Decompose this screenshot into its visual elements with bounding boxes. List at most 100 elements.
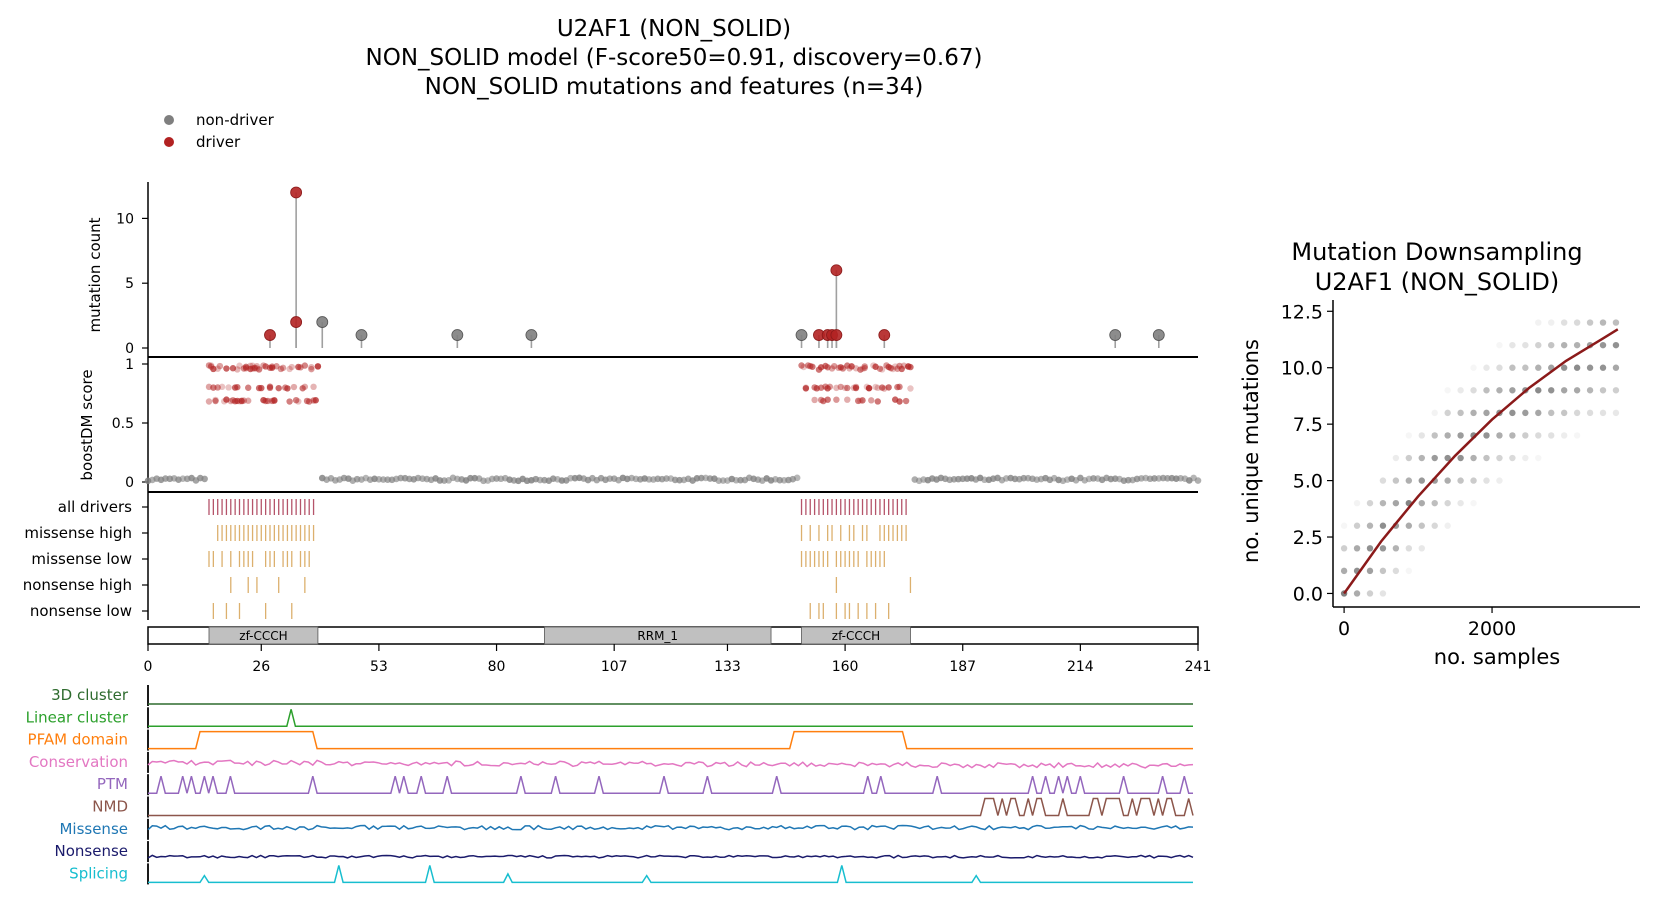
downsampling-point bbox=[1353, 522, 1361, 529]
downsampling-point bbox=[1509, 387, 1516, 394]
boostdm-point-driver bbox=[837, 383, 844, 391]
boostdm-point-driver bbox=[268, 364, 276, 371]
boostdm-point-driver bbox=[273, 363, 280, 370]
boostdm-point-driver bbox=[286, 398, 293, 405]
downsampling-point bbox=[1353, 545, 1361, 552]
lollipop-y-tick-label: 10 bbox=[116, 211, 134, 227]
downsampling-point bbox=[1457, 454, 1464, 462]
downsampling-point bbox=[1444, 432, 1451, 439]
downsampling-point bbox=[1418, 432, 1425, 439]
boostdm-point-driver bbox=[234, 383, 241, 391]
downsampling-point bbox=[1431, 409, 1438, 417]
boostdm-point-driver bbox=[301, 383, 309, 390]
boostdm-point-driver bbox=[844, 384, 851, 392]
downsampling-point bbox=[1560, 409, 1568, 417]
boostdm-point-driver bbox=[861, 363, 868, 370]
boostdm-point-driver bbox=[218, 383, 226, 391]
track-line bbox=[147, 759, 1194, 769]
protein-x-tick-label: 80 bbox=[488, 659, 506, 675]
track-line bbox=[148, 776, 1193, 794]
lollipop-point-driver bbox=[830, 329, 843, 341]
downsampling-point bbox=[1392, 545, 1400, 552]
track-lines: 3D cluster Linear cluster PFAM domain Conse… bbox=[26, 685, 1194, 885]
track-label: Missense bbox=[59, 820, 128, 838]
downsampling-point bbox=[1379, 477, 1387, 484]
downsampling-point bbox=[1392, 499, 1400, 507]
downsampling-point bbox=[1535, 341, 1542, 349]
protein-x-tick-label: 26 bbox=[252, 659, 270, 675]
downsampling-point bbox=[1366, 499, 1374, 507]
downsampling-point bbox=[1379, 567, 1387, 575]
lollipop-y-ticks: 0 5 10 bbox=[116, 211, 148, 357]
downsampling-point bbox=[1496, 341, 1503, 349]
boostdm-point-driver bbox=[214, 384, 221, 391]
downsampling-point bbox=[1522, 364, 1529, 371]
boostdm-point-driver bbox=[868, 397, 875, 404]
boostdm-point-driver bbox=[907, 385, 914, 392]
boostdm-point-driver bbox=[896, 398, 903, 405]
boostdm-point-driver bbox=[896, 383, 903, 391]
downsampling-point bbox=[1599, 409, 1607, 417]
figure-title: U2AF1 (NON_SOLID) NON_SOLID model (F-sco… bbox=[366, 16, 983, 100]
boostdm-point-driver bbox=[852, 383, 860, 391]
boostdm-point-driver bbox=[824, 385, 831, 392]
boostdm-y-ticks: 00.51 bbox=[112, 357, 148, 491]
lollipop-point-non-driver bbox=[316, 316, 329, 328]
boostdm-point-driver bbox=[225, 384, 232, 391]
downsampling-point bbox=[1599, 341, 1607, 349]
downsampling-point bbox=[1340, 522, 1348, 529]
track-line bbox=[148, 730, 1193, 750]
downsampling-point bbox=[1379, 499, 1387, 507]
protein-x-tick-label: 214 bbox=[1067, 659, 1094, 675]
boostdm-point-driver bbox=[824, 364, 831, 371]
boostdm-point-driver bbox=[288, 363, 295, 371]
downsampling-y-tick-label: 10.0 bbox=[1281, 358, 1323, 380]
legend-label-non-driver: non-driver bbox=[196, 111, 275, 129]
downsampling-point bbox=[1483, 387, 1490, 394]
boostdm-point-driver bbox=[809, 363, 816, 370]
downsampling-point bbox=[1548, 319, 1555, 326]
boostdm-point-driver bbox=[275, 384, 282, 392]
title-line-1: U2AF1 (NON_SOLID) bbox=[557, 16, 791, 42]
downsampling-point bbox=[1573, 341, 1581, 349]
downsampling-y-tick-label: 12.5 bbox=[1281, 301, 1323, 323]
boostdm-point-driver bbox=[874, 398, 881, 405]
downsampling-point bbox=[1496, 477, 1503, 484]
track-label: PFAM domain bbox=[28, 731, 128, 749]
boostdm-point-driver bbox=[258, 384, 265, 392]
boostdm-point-driver bbox=[212, 397, 219, 405]
downsampling-point bbox=[1548, 432, 1555, 439]
downsampling-point bbox=[1392, 567, 1400, 575]
boostdm-ylabel: boostDM score bbox=[78, 369, 96, 480]
downsampling-point bbox=[1509, 364, 1516, 371]
downsampling-point bbox=[1560, 364, 1568, 371]
consequence-row-label: all drivers bbox=[58, 498, 132, 516]
boostdm-point-driver bbox=[245, 397, 252, 404]
domain-marks: zf-CCCH RRM_1 zf-CCCH bbox=[208, 626, 911, 645]
protein-x-tick-label: 241 bbox=[1185, 659, 1212, 675]
downsampling-point bbox=[1586, 364, 1594, 371]
boostdm-point-driver bbox=[824, 396, 831, 403]
downsampling-point bbox=[1444, 522, 1451, 529]
boostdm-point-driver bbox=[859, 397, 866, 404]
boostdm-point-driver bbox=[798, 362, 805, 369]
boostdm-point-driver bbox=[828, 365, 836, 372]
consequence-row-label: missense high bbox=[24, 524, 132, 542]
domain-panel: zf-CCCH RRM_1 zf-CCCH 0 26 53 80 107 133 160 187 2… bbox=[144, 626, 1212, 675]
downsampling-point bbox=[1418, 522, 1425, 529]
track-label: 3D cluster bbox=[51, 686, 129, 704]
boostdm-point-driver bbox=[210, 365, 217, 373]
lollipop-point-non-driver bbox=[355, 329, 368, 341]
downsampling-point bbox=[1405, 522, 1413, 529]
boostdm-point-driver bbox=[833, 384, 840, 392]
consequence-row-label: missense low bbox=[31, 550, 132, 568]
downsampling-point bbox=[1444, 387, 1451, 394]
lollipop-point-driver bbox=[290, 316, 303, 328]
consequence-rows: all drivers missense high missense low nons… bbox=[23, 498, 912, 620]
boostdm-point-driver bbox=[859, 365, 866, 372]
boostdm-point-driver bbox=[802, 385, 810, 392]
downsampling-ticks: 0.0 2.5 5.0 7.5 10.0 12.5 0 2000 bbox=[1281, 301, 1517, 640]
downsampling-point bbox=[1573, 319, 1581, 326]
downsampling-point bbox=[1483, 432, 1490, 439]
